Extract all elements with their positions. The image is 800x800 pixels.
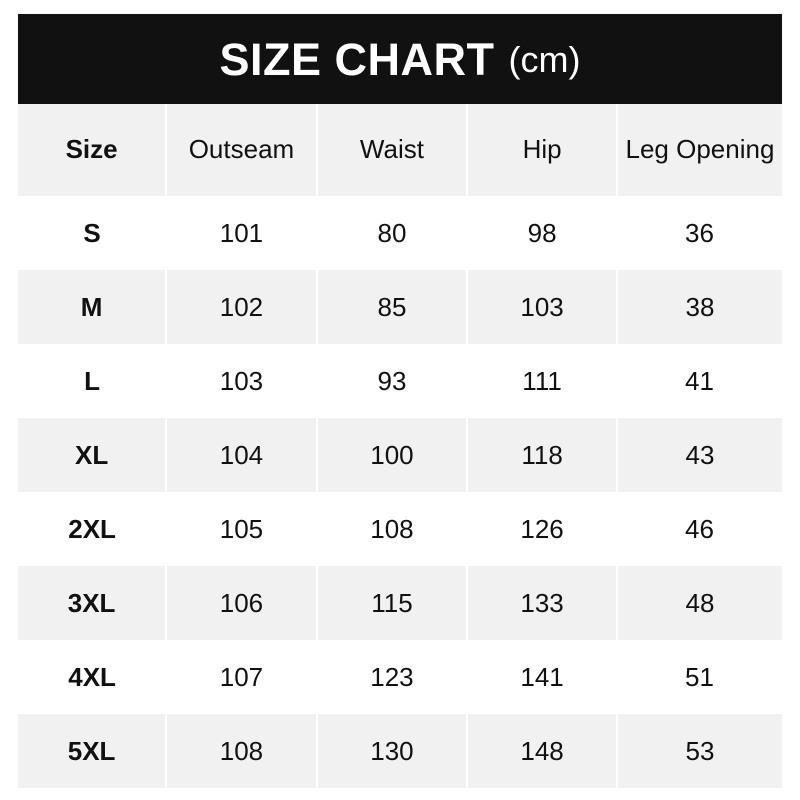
cell-size: M	[18, 270, 168, 344]
cell-outseam: 103	[166, 344, 317, 418]
cell-outseam: 106	[166, 566, 318, 640]
table-header: Size Outseam Waist Hip Leg Opening	[18, 104, 782, 196]
cell-waist: 115	[316, 566, 469, 640]
table-row: 3XL 106 115 133 48	[18, 566, 782, 640]
cell-hip: 141	[467, 640, 617, 714]
size-chart-table: Size Outseam Waist Hip Leg Opening S 101 8…	[18, 104, 782, 788]
cell-outseam: 107	[166, 640, 317, 714]
measurement-unit-label: (cm)	[508, 39, 581, 80]
cell-leg-opening: 46	[616, 492, 782, 566]
cell-leg-opening: 48	[616, 566, 782, 640]
cell-waist: 108	[316, 492, 468, 566]
cell-outseam: 105	[166, 492, 317, 566]
cell-hip: 133	[467, 566, 618, 640]
cell-leg-opening: 43	[616, 418, 782, 492]
cell-leg-opening: 38	[616, 270, 782, 344]
table-row: L 103 93 111 41	[18, 344, 782, 418]
column-header-hip: Hip	[467, 104, 618, 196]
cell-outseam: 104	[166, 418, 318, 492]
cell-hip: 103	[467, 270, 618, 344]
cell-waist: 85	[316, 270, 469, 344]
table-row: 2XL 105 108 126 46	[18, 492, 782, 566]
cell-leg-opening: 41	[616, 344, 782, 418]
cell-outseam: 101	[166, 196, 317, 270]
table-row: 4XL 107 123 141 51	[18, 640, 782, 714]
column-header-waist: Waist	[316, 104, 469, 196]
cell-hip: 98	[467, 196, 617, 270]
cell-size: XL	[18, 418, 168, 492]
cell-leg-opening: 53	[616, 714, 782, 788]
column-header-leg-opening: Leg Opening	[616, 104, 782, 196]
cell-size: 3XL	[18, 566, 168, 640]
table-row: XL 104 100 118 43	[18, 418, 782, 492]
table-header-row: Size Outseam Waist Hip Leg Opening	[18, 104, 782, 196]
cell-waist: 130	[316, 714, 469, 788]
table-body: S 101 80 98 36 M 102 85 103 38 L 103 93 111 41 XL 104 100…	[18, 196, 782, 788]
cell-waist: 80	[316, 196, 468, 270]
cell-outseam: 102	[166, 270, 318, 344]
table-row: M 102 85 103 38	[18, 270, 782, 344]
cell-hip: 111	[467, 344, 617, 418]
cell-size: 4XL	[18, 640, 167, 714]
cell-leg-opening: 51	[616, 640, 782, 714]
cell-waist: 100	[316, 418, 469, 492]
cell-hip: 118	[467, 418, 618, 492]
cell-waist: 123	[316, 640, 468, 714]
cell-hip: 148	[467, 714, 618, 788]
cell-hip: 126	[467, 492, 617, 566]
table-row: 5XL 108 130 148 53	[18, 714, 782, 788]
cell-size: L	[18, 344, 167, 418]
cell-size: 2XL	[18, 492, 167, 566]
page-title: SIZE CHART	[219, 33, 495, 85]
column-header-size: Size	[18, 104, 168, 196]
cell-leg-opening: 36	[616, 196, 782, 270]
cell-outseam: 108	[166, 714, 318, 788]
column-header-outseam: Outseam	[166, 104, 318, 196]
cell-size: 5XL	[18, 714, 168, 788]
title-banner: SIZE CHART (cm)	[18, 14, 782, 104]
table-row: S 101 80 98 36	[18, 196, 782, 270]
cell-waist: 93	[316, 344, 468, 418]
cell-size: S	[18, 196, 167, 270]
